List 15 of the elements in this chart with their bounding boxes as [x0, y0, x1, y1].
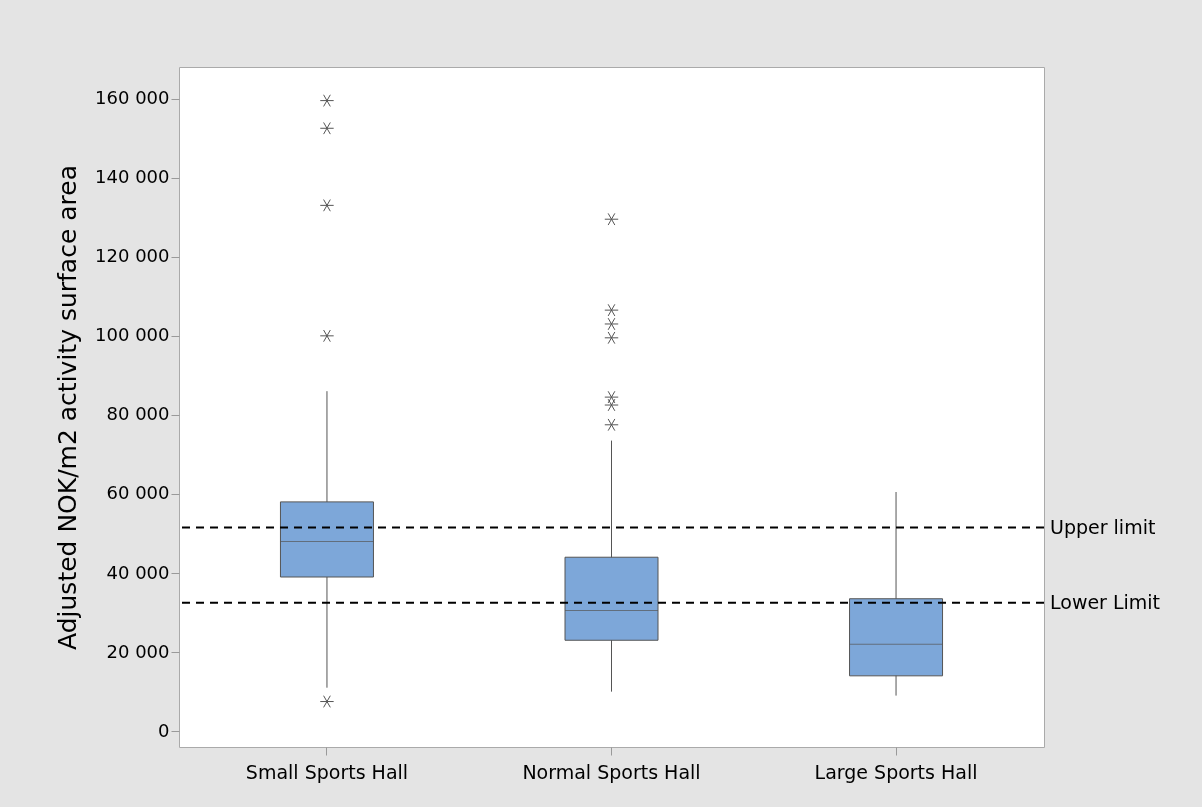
y-tick-label: 140 000: [95, 166, 170, 188]
y-tick-label: 80 000: [106, 403, 170, 425]
y-tick-label: 40 000: [106, 561, 170, 583]
y-tick-label: 100 000: [95, 324, 170, 346]
y-tick-label: 20 000: [106, 640, 170, 662]
x-tick-label: Large Sports Hall: [814, 760, 978, 783]
x-tick-label: Normal Sports Hall: [522, 760, 701, 783]
y-tick-label: 0: [158, 719, 170, 741]
y-tick-label: 160 000: [95, 87, 170, 109]
ref-line-label: Lower Limit: [1050, 590, 1161, 613]
y-tick-label: 120 000: [95, 245, 170, 267]
x-tick-label: Small Sports Hall: [245, 760, 409, 783]
y-axis-title: Adjusted NOK/m2 activity surface area: [53, 165, 83, 650]
y-tick-label: 60 000: [106, 482, 170, 504]
ref-line-label: Upper limit: [1050, 515, 1156, 538]
